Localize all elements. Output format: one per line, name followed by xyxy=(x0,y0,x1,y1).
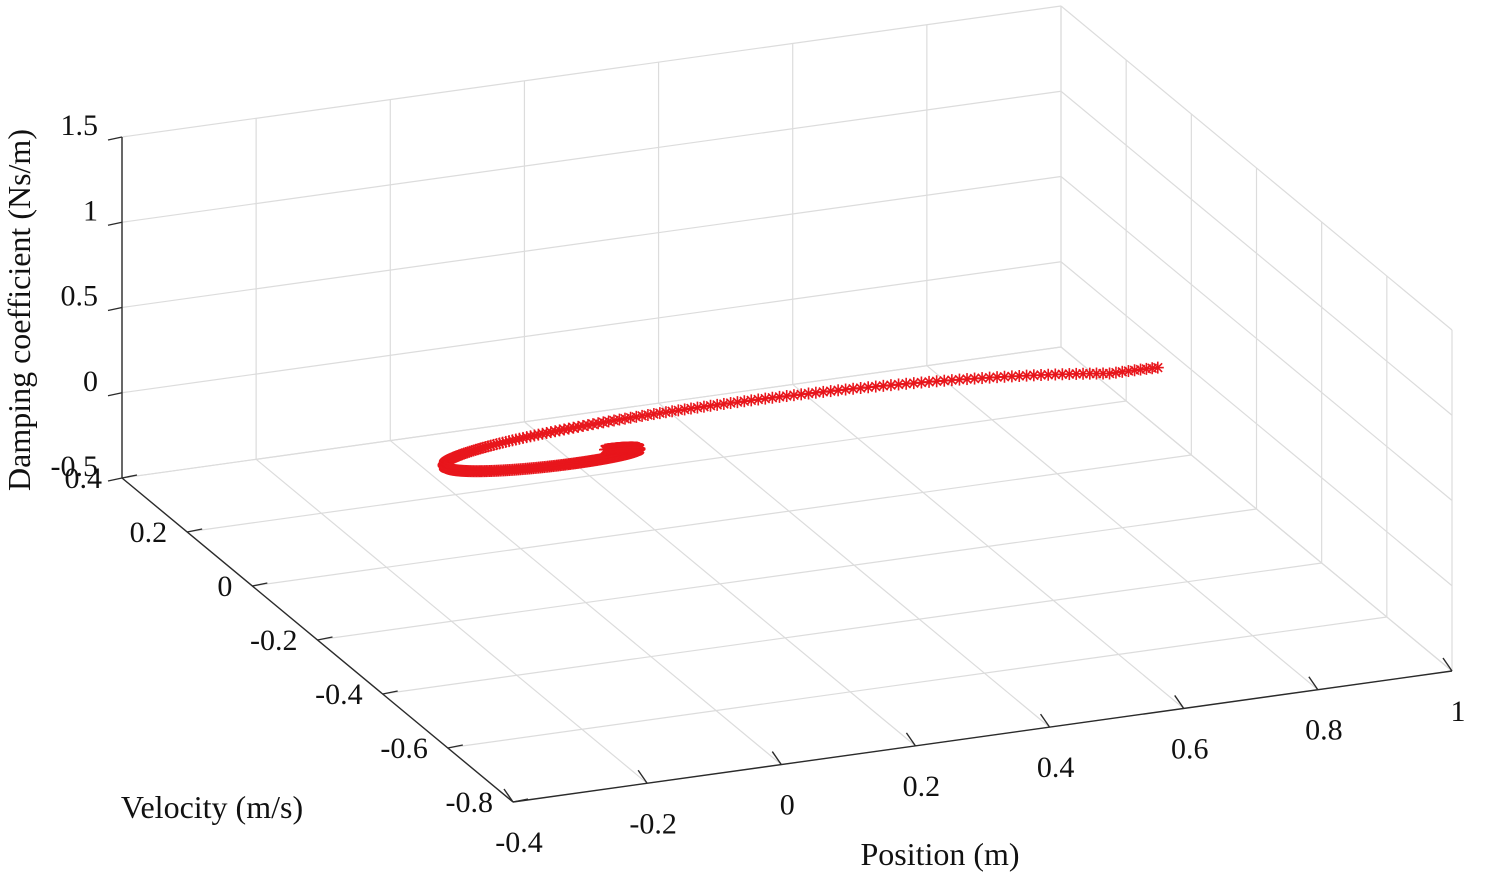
grid-side-z xyxy=(1060,176,1453,501)
x-axis-line xyxy=(512,670,1453,803)
y-tick-label: 0.2 xyxy=(130,516,168,549)
y-tick-mark xyxy=(121,474,138,479)
y-axis-label: Velocity (m/s) xyxy=(121,789,303,825)
data-point xyxy=(1116,365,1129,378)
x-tick-label: 0.8 xyxy=(1305,714,1343,747)
z-tick-mark xyxy=(107,136,123,141)
y-tick-label: -0.4 xyxy=(315,678,363,711)
x-tick-label: 0.4 xyxy=(1037,751,1075,784)
data-point xyxy=(678,403,691,416)
y-tick-label: -0.8 xyxy=(446,786,494,819)
y-tick-label: 0.4 xyxy=(65,462,103,495)
data-point xyxy=(930,375,943,388)
grid-side-z xyxy=(1060,346,1453,672)
y-tick-label: -0.6 xyxy=(380,732,428,765)
x-tick-label: -0.2 xyxy=(629,807,677,840)
y-tick-mark xyxy=(252,582,268,587)
y-tick-mark xyxy=(382,690,398,695)
x-tick-mark xyxy=(905,732,917,747)
x-tick-mark xyxy=(1442,657,1453,672)
grid-side-z xyxy=(1060,261,1453,587)
data-point xyxy=(1013,369,1026,382)
data-point xyxy=(738,395,751,408)
x-tick-mark xyxy=(771,751,782,765)
grid-side-z xyxy=(1060,5,1453,331)
y-tick-mark xyxy=(187,528,203,533)
z-tick-label: 1 xyxy=(83,194,98,227)
x-tick-mark xyxy=(637,769,648,784)
grid-floor-y xyxy=(187,400,1127,533)
z-tick-label: 0.5 xyxy=(61,280,99,313)
y-tick-mark xyxy=(447,744,463,749)
z-axis-label: Damping coefficient (Ns/m) xyxy=(1,129,37,491)
z-tick-mark xyxy=(107,306,123,312)
x-tick-label: -0.4 xyxy=(495,826,543,859)
data-point xyxy=(1035,369,1048,382)
x-tick-label: 0.2 xyxy=(903,770,941,803)
grid-floor-y xyxy=(382,562,1322,695)
grid-side-z xyxy=(1060,90,1453,416)
tick-labels: -0.4 -0.2 0 0.2 0.4 0.6 0.8 1 -0.8 -0.6 -0.4 -0.2 0 0… xyxy=(51,109,1466,859)
z-tick-label: -0.5 xyxy=(51,450,99,483)
data-point xyxy=(599,443,612,456)
grid-back-z xyxy=(121,175,1062,309)
grid-floor-y xyxy=(447,616,1387,749)
grid-back-z xyxy=(121,261,1062,394)
grid-back-z xyxy=(121,346,1062,479)
y-tick-label: 0 xyxy=(217,570,232,603)
y-tick-mark xyxy=(317,636,333,641)
data-point xyxy=(983,371,996,384)
x-tick-label: 0.6 xyxy=(1171,732,1209,765)
data-point xyxy=(1109,366,1122,379)
series-trajectory xyxy=(437,361,1164,478)
x-tick-mark xyxy=(1039,713,1051,728)
grid-floor-y xyxy=(317,508,1257,641)
x-axis-label: Position (m) xyxy=(860,836,1019,872)
z-tick-mark xyxy=(107,392,123,397)
y-tick-label: -0.2 xyxy=(250,624,298,657)
axes xyxy=(107,136,1453,803)
y-tick-mark xyxy=(512,798,529,803)
x-tick-label: 1 xyxy=(1451,695,1466,728)
z-tick-mark xyxy=(107,221,123,226)
grid-floor-y xyxy=(252,454,1192,587)
grid-back-z xyxy=(121,90,1062,223)
x-tick-mark xyxy=(503,788,514,803)
z-tick-label: 1.5 xyxy=(61,109,99,142)
x-tick-mark xyxy=(1174,695,1185,709)
grid-lines xyxy=(121,5,1453,803)
grid-back-z xyxy=(121,5,1062,138)
z-tick-label: 0 xyxy=(83,365,98,398)
x-tick-mark xyxy=(1308,676,1319,691)
z-tick-mark xyxy=(107,477,123,482)
x-tick-label: 0 xyxy=(780,789,795,822)
